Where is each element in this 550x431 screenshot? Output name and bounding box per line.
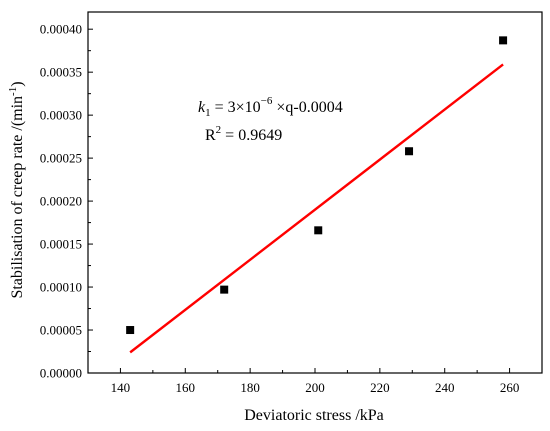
y-tick-label: 0.00035 [40, 65, 82, 80]
r-squared: R2 = 0.9649 [205, 124, 282, 144]
y-axis-title: Stabilisation of creep rate /(min-1) [7, 81, 26, 298]
x-tick-label: 160 [176, 380, 196, 395]
x-tick-label: 180 [240, 380, 260, 395]
plot-frame [87, 11, 543, 374]
x-axis-title: Deviatoric stress /kPa [244, 407, 384, 424]
data-point [220, 285, 229, 294]
chart-marks [126, 36, 508, 354]
y-tick-label: 0.00040 [40, 22, 82, 37]
y-tick-label: 0.00025 [40, 151, 82, 166]
y-tick-label: 0.00005 [40, 323, 82, 338]
data-point [314, 226, 323, 235]
x-tick-label: 260 [500, 380, 520, 395]
fit-equation: k1 = 3×10−6 ×q-0.0004 [198, 95, 343, 119]
x-tick-label: 200 [305, 380, 325, 395]
axis-ticks: 140 160 180 200 220 240 260 0.00000 0.00005 0.000… [40, 22, 520, 395]
fit-line [129, 63, 504, 354]
y-tick-label: 0.00030 [40, 108, 82, 123]
data-point [126, 326, 135, 335]
data-point [405, 147, 414, 156]
y-tick-label: 0.00000 [40, 366, 82, 381]
x-tick-label: 240 [435, 380, 455, 395]
y-tick-label: 0.00020 [40, 194, 82, 209]
y-tick-label: 0.00010 [40, 280, 82, 295]
x-tick-label: 140 [111, 380, 131, 395]
y-tick-label: 0.00015 [40, 237, 82, 252]
data-point [499, 36, 508, 45]
x-tick-label: 220 [370, 380, 390, 395]
